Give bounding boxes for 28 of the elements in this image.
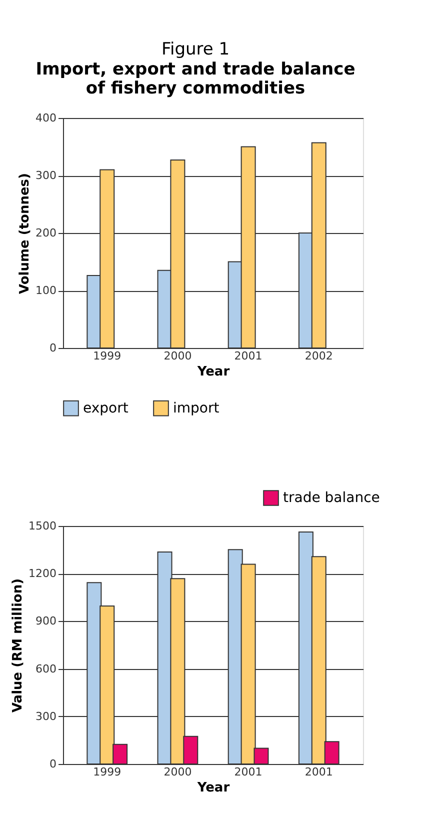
x-tick-label: 1999	[93, 766, 122, 778]
y-tick-label: 600	[36, 662, 56, 676]
y-axis-title: Value (RM million)	[10, 578, 26, 713]
x-tick-label: 2001	[234, 350, 262, 362]
legend-label: export	[83, 400, 129, 416]
chart-title: Figure 1	[161, 40, 230, 60]
x-tick-label: 2002	[304, 350, 333, 362]
x-tick-label: 2001	[304, 766, 333, 778]
y-tick-label: 100	[36, 284, 56, 297]
legend-label: import	[173, 400, 220, 416]
y-tick-label: 300	[36, 710, 56, 723]
y-tick-label: 900	[36, 614, 56, 628]
x-tick-label: 2001	[234, 766, 262, 778]
x-tick-label: 2000	[164, 350, 192, 362]
legend-label: trade balance	[283, 490, 380, 506]
y-tick-label: 1500	[28, 520, 56, 532]
y-tick-label: 0	[50, 758, 56, 770]
y-tick-label: 200	[36, 226, 56, 240]
chart-subtitle: Import, export and trade balance of fishery commodities	[36, 60, 356, 98]
x-axis-title: Year	[196, 364, 230, 380]
y-tick-label: 0	[50, 342, 56, 354]
x-tick-label: 1999	[93, 350, 122, 362]
x-axis-title: Year	[196, 780, 230, 796]
y-axis-title: Volume (tonnes)	[18, 173, 33, 294]
y-tick-label: 400	[36, 112, 56, 124]
y-tick-label: 300	[36, 169, 56, 182]
x-tick-label: 2000	[164, 766, 192, 778]
y-tick-label: 1200	[28, 567, 56, 580]
